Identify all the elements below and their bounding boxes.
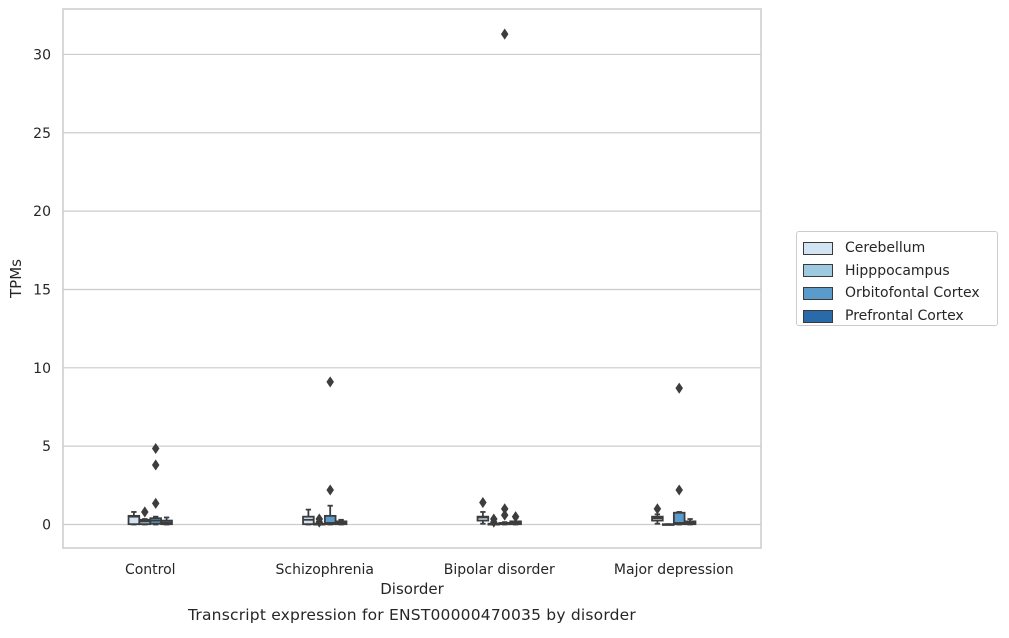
y-tick-label: 15 xyxy=(33,282,51,298)
x-axis-label: Disorder xyxy=(380,580,444,598)
outlier-point xyxy=(675,382,683,394)
outlier-point xyxy=(326,484,334,496)
outlier-point xyxy=(675,484,683,496)
outlier-point xyxy=(653,503,662,515)
box-iqr xyxy=(323,514,337,526)
outlier-point xyxy=(500,503,509,515)
box-cerebellum-bipolar-disorder xyxy=(476,497,490,525)
y-tick-label: 25 xyxy=(33,126,51,142)
box-orbitofontal-cortex-bipolar-disorder xyxy=(498,28,511,526)
outlier-point xyxy=(151,497,160,509)
box-hipppocampus-bipolar-disorder xyxy=(487,513,501,528)
legend: Cerebellum Hipppocampus Orbitofontal Cor… xyxy=(796,231,998,326)
box-prefrontal-cortex-schizophrenia xyxy=(334,518,348,526)
box-orbitofontal-cortex-schizophrenia xyxy=(323,376,337,526)
x-tick-label: Schizophrenia xyxy=(276,562,374,578)
legend-item-prefrontal-cortex: Prefrontal Cortex xyxy=(803,305,997,328)
legend-swatch-hippocampus xyxy=(803,264,833,278)
y-tick-label: 10 xyxy=(33,361,51,377)
legend-label-cerebellum: Cerebellum xyxy=(845,240,926,257)
outlier-point xyxy=(490,513,498,525)
x-tick-label: Control xyxy=(125,562,176,578)
legend-label-prefrontal-cortex: Prefrontal Cortex xyxy=(845,308,964,325)
outlier-point xyxy=(479,497,487,509)
legend-label-orbitofrontal-cortex: Orbitofontal Cortex xyxy=(845,285,980,302)
legend-item-orbitofrontal-cortex: Orbitofontal Cortex xyxy=(803,282,997,305)
y-tick-label: 30 xyxy=(33,47,51,63)
y-tick-label: 20 xyxy=(33,204,51,220)
plot-frame xyxy=(62,8,762,549)
outlier-point xyxy=(151,459,160,471)
legend-swatch-orbitofrontal-cortex xyxy=(803,286,833,300)
legend-item-cerebellum: Cerebellum xyxy=(803,237,997,260)
plot-area xyxy=(63,9,761,548)
outlier-point xyxy=(326,376,334,388)
box-orbitofontal-cortex-major-depression xyxy=(672,382,686,526)
outlier-point xyxy=(500,509,509,521)
legend-label-hippocampus: Hipppocampus xyxy=(845,262,950,279)
legend-swatch-cerebellum xyxy=(803,241,833,255)
box-orbitofontal-cortex-control xyxy=(149,442,162,526)
box-prefrontal-cortex-control xyxy=(160,516,173,526)
box-cerebellum-major-depression xyxy=(651,503,664,525)
box-prefrontal-cortex-bipolar-disorder xyxy=(509,511,522,526)
outlier-point xyxy=(315,513,324,525)
outlier-point xyxy=(500,28,509,40)
legend-swatch-prefrontal-cortex xyxy=(803,309,833,323)
box-iqr xyxy=(672,511,686,526)
box-prefrontal-cortex-major-depression xyxy=(683,518,697,526)
chart-title: Transcript expression for ENST0000047003… xyxy=(188,606,636,624)
outlier-point xyxy=(141,506,149,518)
x-tick-label: Major depression xyxy=(614,562,734,578)
outlier-point xyxy=(151,442,160,455)
outlier-point xyxy=(511,511,520,523)
y-axis-label: TPMs xyxy=(7,259,25,299)
x-tick-label: Bipolar disorder xyxy=(444,562,555,578)
y-tick-label: 5 xyxy=(42,439,51,455)
y-tick-label: 0 xyxy=(42,517,51,533)
box-cerebellum-schizophrenia xyxy=(302,508,315,526)
legend-item-hippocampus: Hipppocampus xyxy=(803,260,997,283)
box-hipppocampus-major-depression xyxy=(662,523,675,526)
